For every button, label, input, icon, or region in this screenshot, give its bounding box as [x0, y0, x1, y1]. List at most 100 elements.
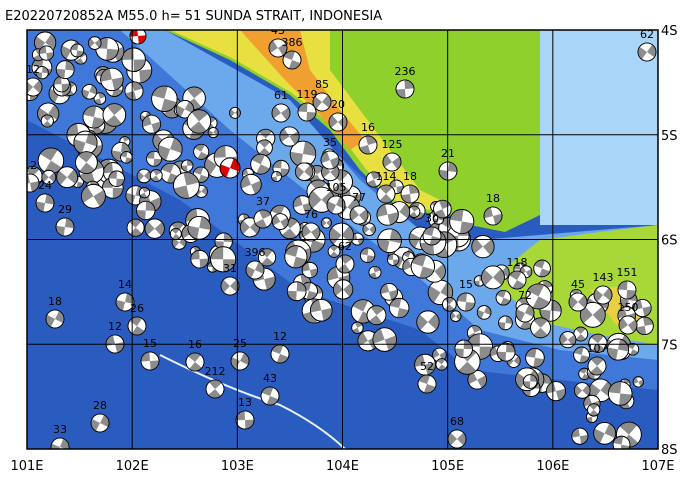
ball-rim	[422, 226, 442, 246]
beachball	[88, 36, 102, 50]
ball-rim	[618, 315, 638, 335]
beachball	[571, 427, 589, 445]
ball-quadrant	[539, 309, 551, 322]
beachball	[327, 169, 353, 195]
ball-quadrant	[328, 115, 338, 128]
ball-quadrant	[439, 169, 448, 180]
beachball	[632, 376, 644, 388]
ball-quadrant	[581, 373, 590, 380]
ball-quadrant	[67, 169, 78, 184]
event-label: 105	[326, 181, 347, 194]
event-label: 85	[315, 78, 329, 91]
ball-quadrant	[409, 211, 418, 218]
beachball	[279, 126, 300, 147]
ball-quadrant	[454, 348, 464, 358]
ball-rim	[185, 352, 205, 372]
ball-quadrant	[628, 319, 638, 333]
beachball	[546, 381, 566, 402]
ball-quadrant	[94, 38, 102, 48]
ball-rim	[368, 265, 382, 279]
ball-quadrant	[366, 179, 378, 188]
ball-quadrant	[189, 362, 202, 372]
beachball	[75, 151, 98, 174]
ball-rim	[40, 114, 54, 128]
beachball	[175, 100, 195, 119]
beachball	[185, 352, 205, 372]
beachball	[35, 193, 55, 213]
ball-quadrant	[370, 305, 385, 316]
beachball	[90, 413, 110, 433]
event-label: 396	[245, 246, 266, 259]
beachball	[230, 351, 250, 371]
ball-quadrant	[191, 109, 209, 122]
ball-quadrant	[65, 218, 74, 229]
beachball	[362, 222, 376, 236]
ball-quadrant	[369, 225, 376, 234]
beachball	[144, 218, 165, 239]
ball-quadrant	[509, 271, 522, 280]
ball-rim	[270, 344, 290, 364]
ball-quadrant	[591, 343, 605, 353]
ball-quadrant	[137, 171, 145, 181]
beachball	[312, 92, 332, 112]
beachball	[376, 203, 399, 226]
ball-quadrant	[449, 209, 464, 222]
beachball	[481, 265, 505, 290]
ball-rim	[27, 77, 43, 97]
ball-quadrant	[567, 334, 576, 347]
ball-rim	[328, 222, 354, 248]
trench	[159, 354, 346, 449]
beachball	[151, 85, 178, 112]
ball-rim	[210, 246, 237, 273]
ball-quadrant	[172, 237, 180, 248]
ball-quadrant	[152, 133, 164, 149]
ball-quadrant	[150, 360, 159, 370]
beachball	[612, 435, 631, 449]
beachball	[328, 112, 348, 132]
beachball	[268, 38, 288, 58]
event-label: 143	[593, 271, 614, 284]
beachball	[447, 429, 467, 449]
event-label: 15	[459, 278, 473, 291]
ball-quadrant	[152, 169, 162, 176]
ball-rim	[495, 289, 512, 306]
beachball	[467, 370, 487, 390]
event-label: 18	[403, 170, 417, 183]
ball-quadrant	[506, 343, 516, 353]
ball-rim	[111, 142, 131, 162]
ball-rim	[515, 367, 539, 392]
ball-quadrant	[201, 186, 208, 196]
ball-quadrant	[258, 209, 272, 219]
event-label: 14	[118, 278, 132, 291]
ball-quadrant	[525, 348, 537, 358]
ball-quadrant	[414, 354, 426, 367]
ball-quadrant	[66, 123, 79, 137]
y-axis-label: 7S	[661, 338, 678, 353]
ball-quadrant	[264, 276, 276, 290]
ball-quadrant	[409, 232, 421, 248]
beachball	[382, 152, 402, 172]
ball-quadrant	[91, 418, 100, 431]
beachball	[235, 410, 255, 430]
ball-quadrant	[330, 166, 340, 179]
ball-quadrant	[321, 165, 331, 178]
beachball	[190, 249, 209, 269]
beachball	[608, 381, 633, 406]
beachball	[82, 105, 106, 129]
event-label: 45	[571, 278, 585, 291]
beachball	[320, 150, 340, 170]
event-label: 15	[143, 337, 157, 350]
ball-quadrant	[240, 352, 249, 366]
ball-quadrant	[505, 316, 513, 324]
event-label: 31	[223, 262, 237, 275]
event-label: 125	[382, 138, 403, 151]
ball-quadrant	[457, 432, 466, 446]
beachball	[127, 316, 147, 336]
ball-rim	[129, 30, 147, 45]
ball-rim	[294, 162, 314, 181]
ball-rim	[140, 351, 160, 371]
beachball	[157, 136, 183, 162]
beachball	[593, 285, 613, 305]
ball-quadrant	[280, 217, 289, 229]
ball-quadrant	[309, 268, 318, 278]
